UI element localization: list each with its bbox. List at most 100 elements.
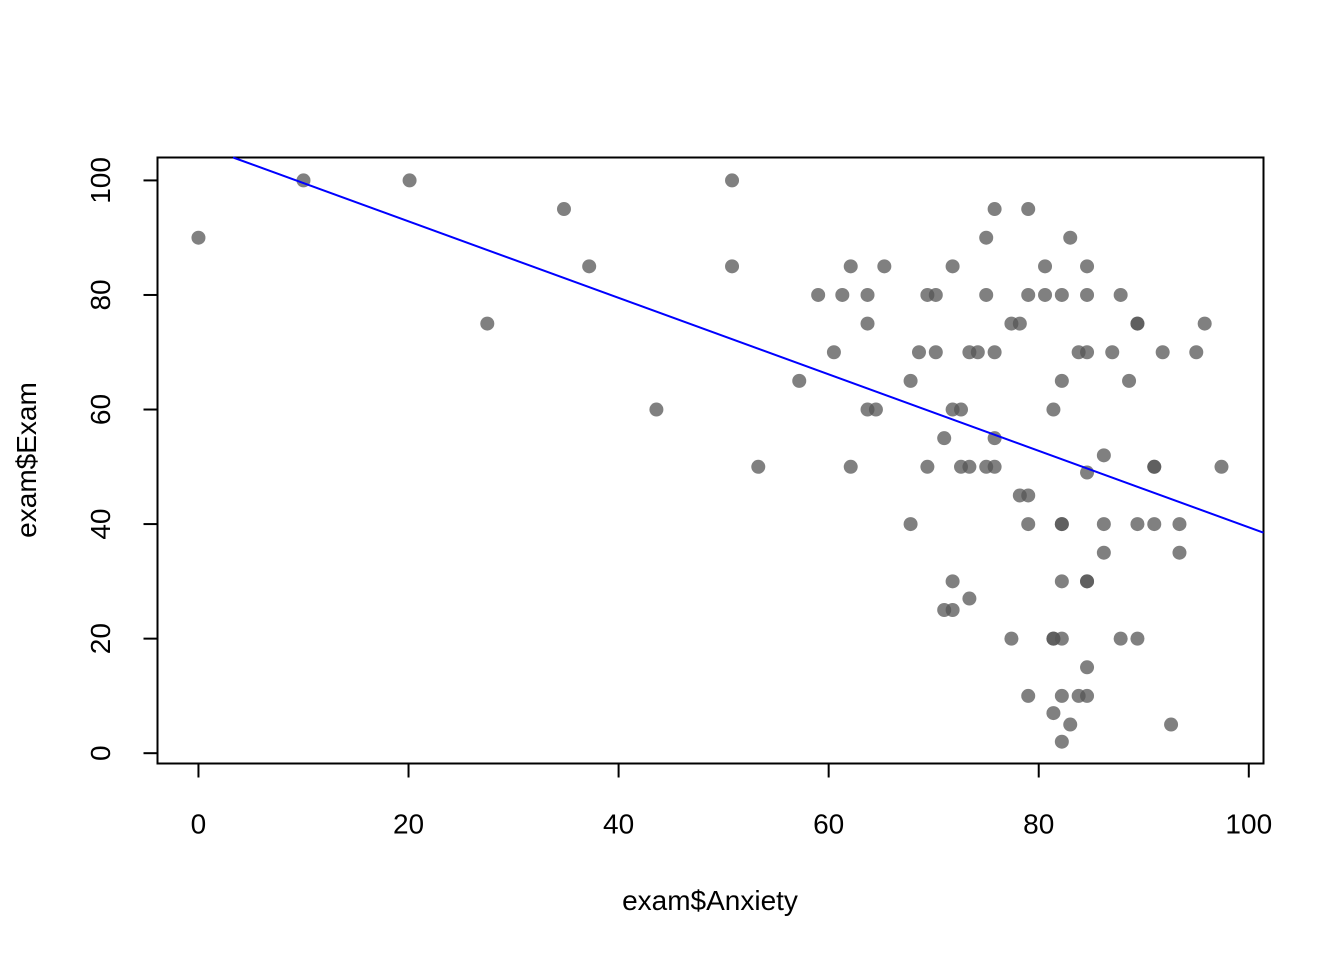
data-point	[811, 287, 826, 302]
data-point	[1021, 287, 1036, 302]
data-point	[1054, 734, 1069, 749]
y-tick-label: 100	[85, 157, 116, 204]
data-point	[987, 459, 1002, 474]
data-point	[954, 402, 969, 417]
data-point	[582, 259, 597, 274]
y-tick-label: 0	[85, 745, 116, 761]
data-point	[1080, 287, 1095, 302]
y-tick-label: 60	[85, 394, 116, 425]
data-point	[987, 431, 1002, 446]
data-point	[1080, 259, 1095, 274]
data-point	[920, 459, 935, 474]
x-tick-label: 0	[191, 809, 207, 840]
data-point	[860, 316, 875, 331]
data-point	[911, 345, 926, 360]
x-tick-label: 20	[393, 809, 424, 840]
data-point	[928, 287, 943, 302]
data-point	[1113, 287, 1128, 302]
data-point	[1038, 287, 1053, 302]
data-point	[1197, 316, 1212, 331]
data-point	[1012, 316, 1027, 331]
data-point	[937, 431, 952, 446]
data-point	[191, 230, 206, 245]
data-point	[970, 345, 985, 360]
data-point	[835, 287, 850, 302]
data-point	[1130, 517, 1145, 532]
data-point	[1105, 345, 1120, 360]
data-point	[792, 373, 807, 388]
data-point	[962, 459, 977, 474]
data-point	[843, 259, 858, 274]
data-point	[1080, 574, 1095, 589]
data-point	[1021, 202, 1036, 217]
data-point	[1164, 717, 1179, 732]
data-point	[1147, 517, 1162, 532]
data-point	[1004, 631, 1019, 646]
data-point	[1038, 259, 1053, 274]
data-point	[556, 202, 571, 217]
data-point	[1063, 230, 1078, 245]
data-point	[480, 316, 495, 331]
y-tick-label: 80	[85, 279, 116, 310]
y-tick-label: 40	[85, 509, 116, 540]
y-axis: 0 20 40 60 80 100	[85, 157, 159, 761]
x-tick-label: 60	[813, 809, 844, 840]
data-point	[1054, 287, 1069, 302]
data-point	[1046, 402, 1061, 417]
data-point	[1113, 631, 1128, 646]
regression-line	[232, 156, 1264, 534]
data-point	[1054, 574, 1069, 589]
data-point	[1054, 517, 1069, 532]
data-point	[979, 287, 994, 302]
x-tick-label: 40	[603, 809, 634, 840]
data-point	[1080, 345, 1095, 360]
data-point	[1054, 631, 1069, 646]
data-point	[402, 173, 417, 188]
plot-frame	[156, 156, 1265, 765]
data-point	[1054, 373, 1069, 388]
data-point	[868, 402, 883, 417]
data-point	[725, 259, 740, 274]
data-point	[1147, 459, 1162, 474]
data-point	[1063, 717, 1078, 732]
data-point	[1130, 316, 1145, 331]
x-axis: 0 20 40 60 80 100	[191, 762, 1272, 840]
y-axis-title: exam$Exam	[11, 382, 42, 538]
data-point	[1021, 488, 1036, 503]
y-tick-label: 20	[85, 623, 116, 654]
data-point	[1080, 688, 1095, 703]
data-point	[1096, 517, 1111, 532]
data-point	[1172, 517, 1187, 532]
data-point	[1080, 660, 1095, 675]
data-point	[1122, 373, 1137, 388]
data-point	[1155, 345, 1170, 360]
data-point	[962, 591, 977, 606]
data-point	[987, 202, 1002, 217]
data-point	[1096, 448, 1111, 463]
data-point	[903, 373, 918, 388]
data-point	[1046, 706, 1061, 721]
data-point	[1021, 517, 1036, 532]
data-point	[877, 259, 892, 274]
data-point	[1214, 459, 1229, 474]
data-point	[860, 287, 875, 302]
data-point	[725, 173, 740, 188]
data-point	[1130, 631, 1145, 646]
data-point	[1054, 688, 1069, 703]
data-point	[945, 259, 960, 274]
data-point	[979, 230, 994, 245]
data-point	[903, 517, 918, 532]
data-point	[945, 574, 960, 589]
x-tick-label: 80	[1023, 809, 1054, 840]
data-point	[1021, 688, 1036, 703]
data-point	[751, 459, 766, 474]
data-point	[649, 402, 664, 417]
x-tick-label: 100	[1225, 809, 1272, 840]
data-point	[1096, 545, 1111, 560]
data-point	[928, 345, 943, 360]
data-point	[826, 345, 841, 360]
data-points	[191, 173, 1229, 749]
x-axis-title: exam$Anxiety	[622, 885, 798, 916]
data-point	[1189, 345, 1204, 360]
